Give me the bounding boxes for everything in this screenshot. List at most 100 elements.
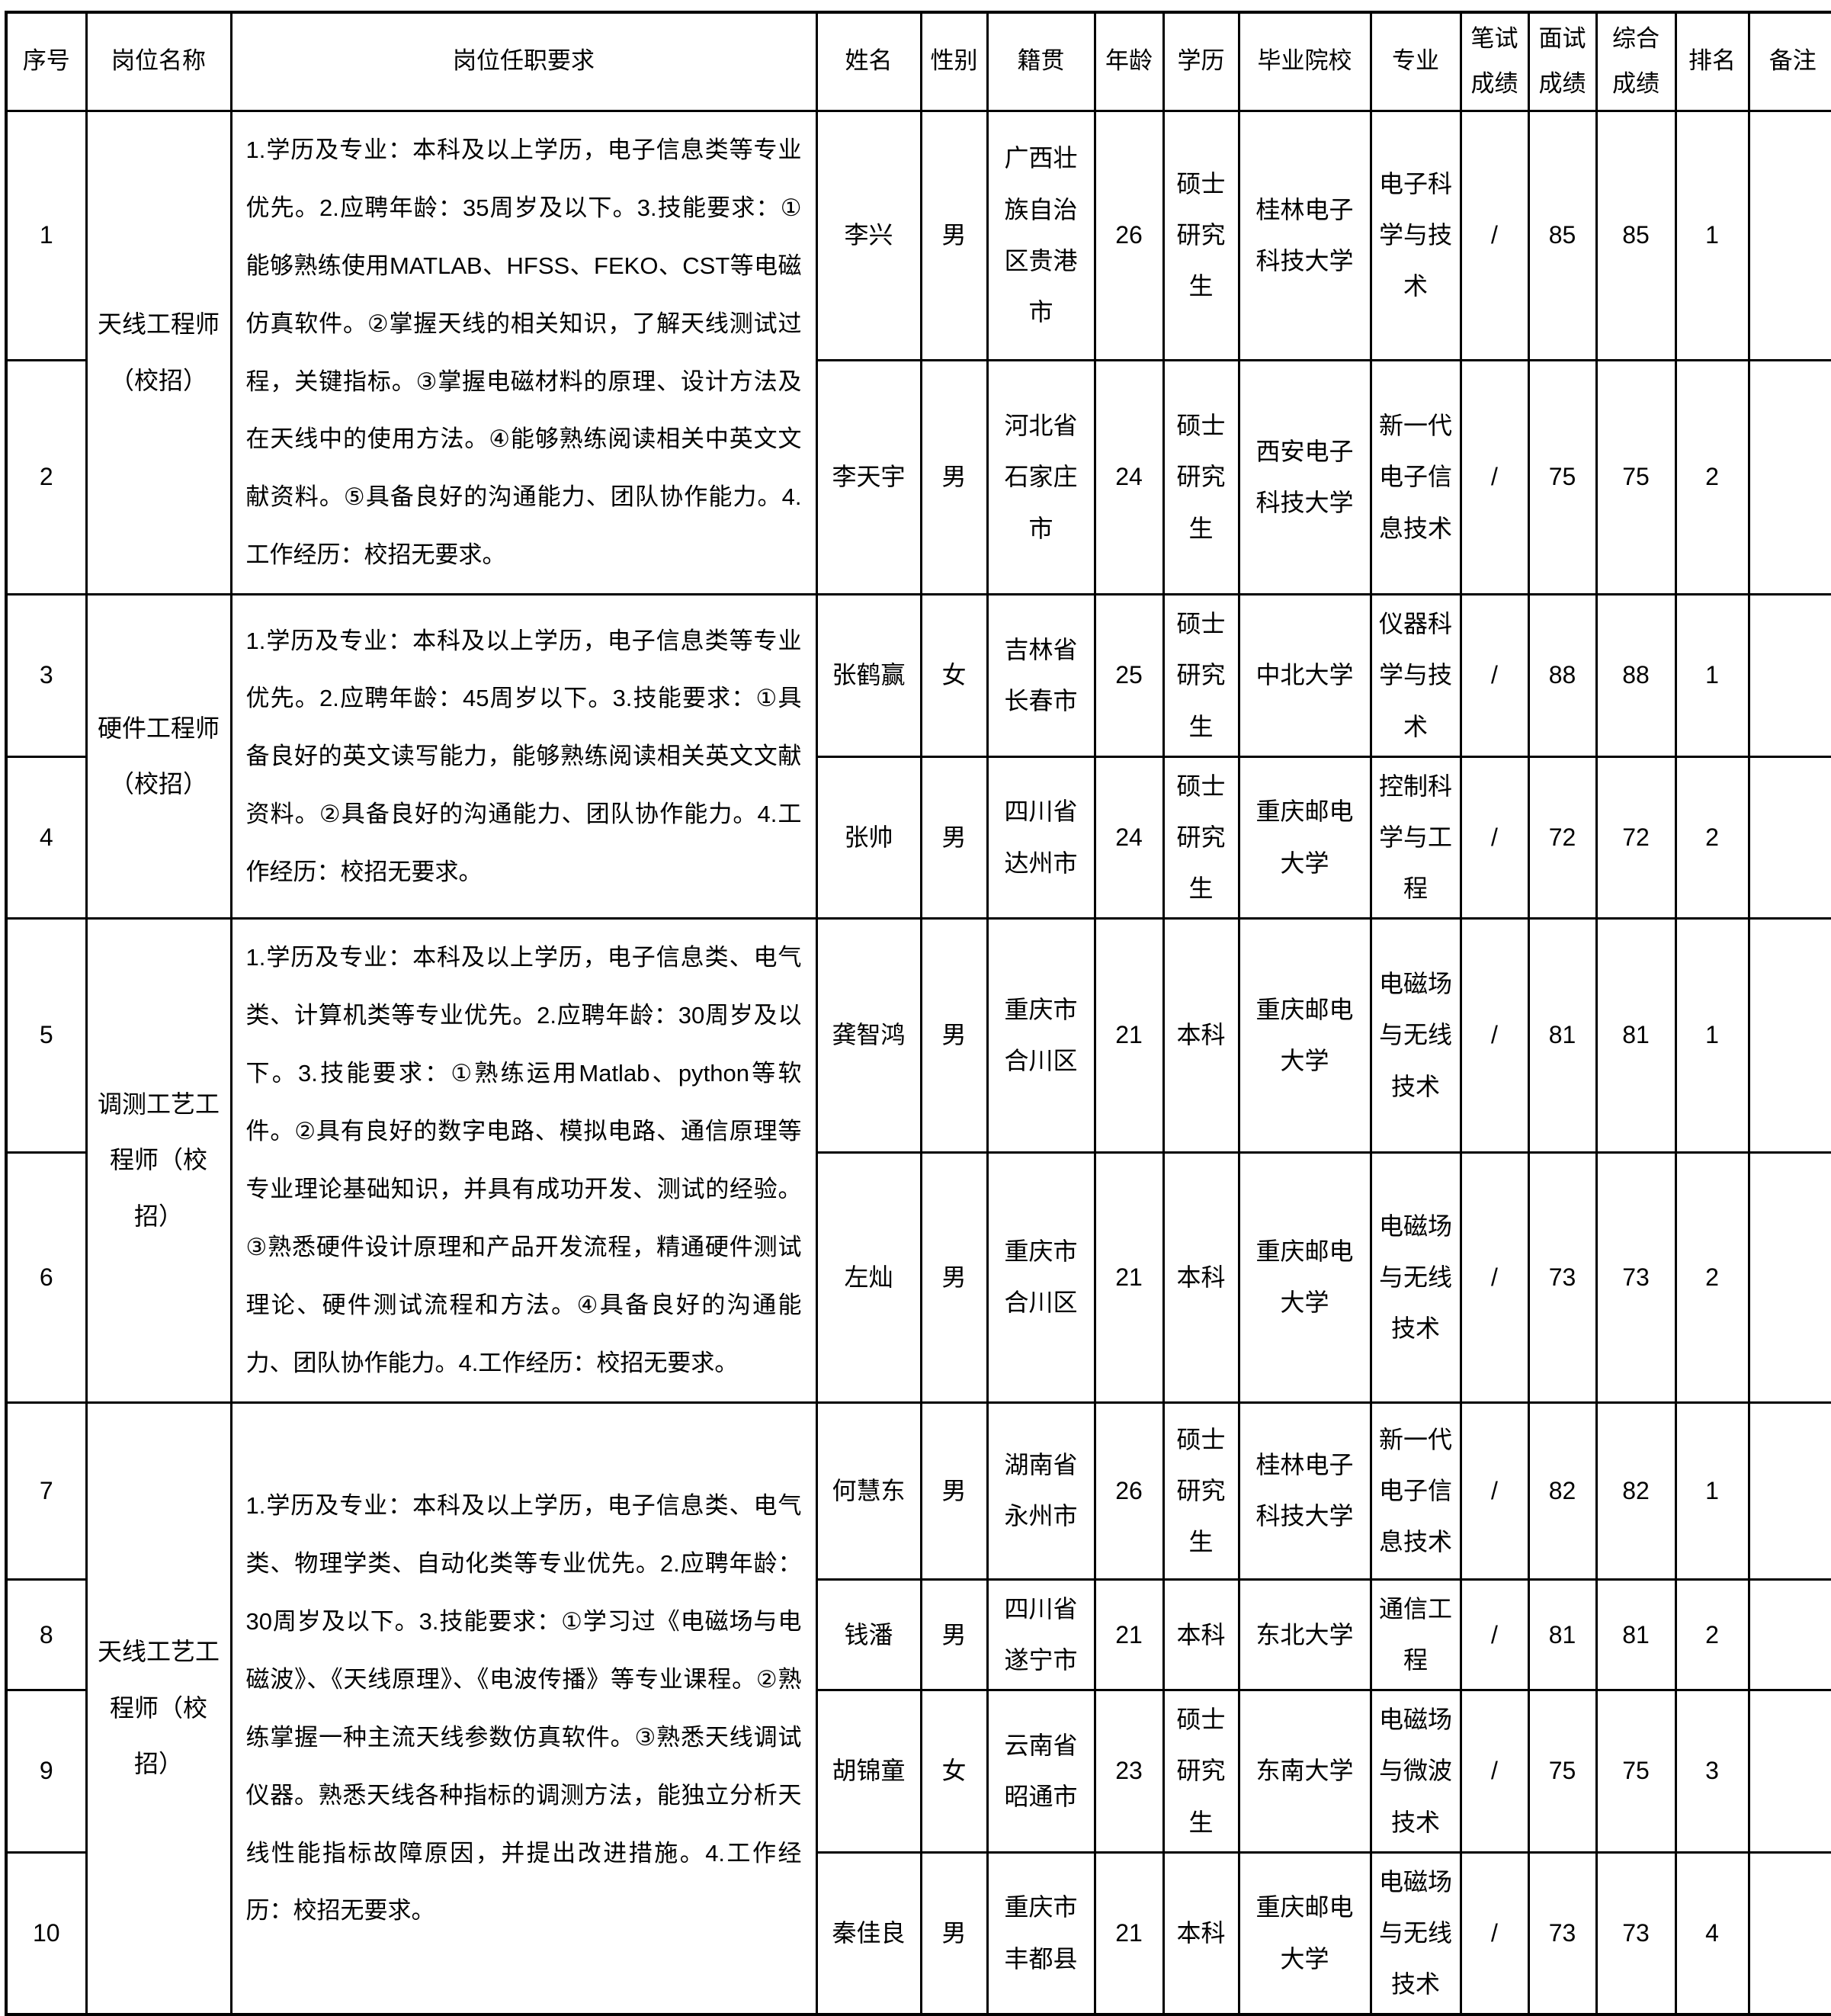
cell-major: 电磁场与无线技术 [1369,917,1462,1154]
cell-gender: 男 [919,1151,989,1404]
cell-major: 新一代电子信息技术 [1369,1401,1462,1581]
cell-overall-score: 75 [1595,358,1677,596]
cell-school: 中北大学 [1237,593,1372,758]
cell-major: 电磁场与无线技术 [1369,1851,1462,2016]
cell-major: 电磁场与无线技术 [1369,1151,1462,1404]
cell-requirements: 1.学历及专业：本科及以上学历，电子信息类等专业优先。2.应聘年龄：35周岁及以… [229,109,818,596]
cell-name: 钱潘 [815,1578,922,1692]
col-header-major: 专业 [1369,11,1462,112]
col-header-rank: 排名 [1674,11,1750,112]
cell-interview-score: 73 [1527,1151,1598,1404]
cell-school: 重庆邮电大学 [1237,1851,1372,2016]
header-row: 序号 岗位名称 岗位任职要求 姓名 性别 籍贯 年龄 学历 毕业院校 专业 笔试… [5,11,1831,112]
cell-written-score: / [1459,1401,1530,1581]
table-row: 2 李天宇 男 河北省石家庄市 24 硕士研究生 西安电子科技大学 新一代电子信… [5,358,1831,596]
col-header-overall-score: 综合成绩 [1595,11,1677,112]
cell-no: 2 [5,358,88,596]
cell-written-score: / [1459,358,1530,596]
cell-written-score: / [1459,1578,1530,1692]
cell-rank: 1 [1674,109,1750,361]
cell-age: 26 [1093,109,1165,361]
cell-education: 本科 [1162,917,1240,1154]
cell-age: 25 [1093,593,1165,758]
cell-overall-score: 72 [1595,755,1677,920]
cell-overall-score: 75 [1595,1689,1677,1854]
cell-education: 硕士研究生 [1162,1401,1240,1581]
cell-remark [1747,1689,1831,1854]
cell-native-place: 四川省遂宁市 [986,1578,1096,1692]
cell-remark [1747,1851,1831,2016]
cell-education: 硕士研究生 [1162,1689,1240,1854]
cell-overall-score: 81 [1595,1578,1677,1692]
col-header-remark: 备注 [1747,11,1831,112]
cell-interview-score: 75 [1527,358,1598,596]
cell-rank: 4 [1674,1851,1750,2016]
cell-interview-score: 88 [1527,593,1598,758]
cell-major: 电子科学与技术 [1369,109,1462,361]
cell-written-score: / [1459,1689,1530,1854]
cell-name: 胡锦童 [815,1689,922,1854]
cell-interview-score: 72 [1527,755,1598,920]
cell-remark [1747,1151,1831,1404]
cell-requirements: 1.学历及专业：本科及以上学历，电子信息类、电气类、计算机类等专业优先。2.应聘… [229,917,818,1404]
cell-position: 天线工程师（校招） [85,109,232,596]
cell-age: 26 [1093,1401,1165,1581]
cell-school: 桂林电子科技大学 [1237,109,1372,361]
cell-native-place: 湖南省永州市 [986,1401,1096,1581]
table-row: 3 硬件工程师（校招） 1.学历及专业：本科及以上学历，电子信息类等专业优先。2… [5,593,1831,920]
cell-interview-score: 75 [1527,1689,1598,1854]
cell-gender: 男 [919,1851,989,2016]
cell-rank: 2 [1674,1578,1750,1692]
cell-native-place: 河北省石家庄市 [986,358,1096,596]
cell-gender: 男 [919,358,989,596]
col-header-name: 姓名 [815,11,922,112]
cell-rank: 3 [1674,1689,1750,1854]
cell-native-place: 四川省达州市 [986,755,1096,920]
col-header-requirements: 岗位任职要求 [229,11,818,112]
cell-name: 张鹤赢 [815,593,922,758]
cell-major: 仪器科学与技术 [1369,593,1462,758]
col-header-native-place: 籍贯 [986,11,1096,112]
cell-overall-score: 73 [1595,1151,1677,1404]
cell-position: 硬件工程师（校招） [85,593,232,920]
cell-education: 本科 [1162,1578,1240,1692]
cell-overall-score: 88 [1595,593,1677,758]
cell-no: 4 [5,755,88,920]
cell-native-place: 重庆市合川区 [986,1151,1096,1404]
cell-native-place: 重庆市丰都县 [986,1851,1096,2016]
page: { "table": { "headers": ["序号","岗位名称","岗位… [0,11,1831,2016]
cell-rank: 1 [1674,593,1750,758]
col-header-no: 序号 [5,11,88,112]
table-row: 8 钱潘 男 四川省遂宁市 21 本科 东北大学 通信工程 / 81 81 2 [5,1578,1831,1692]
table-row: 5 调测工艺工程师（校招） 1.学历及专业：本科及以上学历，电子信息类、电气类、… [5,917,1831,1404]
cell-written-score: / [1459,109,1530,361]
table-row: 7 天线工艺工程师（校招） 1.学历及专业：本科及以上学历，电子信息类、电气类、… [5,1401,1831,2016]
cell-remark [1747,917,1831,1154]
cell-no: 6 [5,1151,88,1404]
cell-name: 左灿 [815,1151,922,1404]
cell-age: 21 [1093,1851,1165,2016]
cell-gender: 男 [919,1578,989,1692]
cell-interview-score: 82 [1527,1401,1598,1581]
cell-requirements: 1.学历及专业：本科及以上学历，电子信息类、电气类、物理学类、自动化类等专业优先… [229,1401,818,2016]
cell-education: 本科 [1162,1851,1240,2016]
cell-gender: 女 [919,1689,989,1854]
cell-education: 本科 [1162,1151,1240,1404]
table-row: 6 左灿 男 重庆市合川区 21 本科 重庆邮电大学 电磁场与无线技术 / 73… [5,1151,1831,1404]
cell-age: 24 [1093,755,1165,920]
cell-school: 西安电子科技大学 [1237,358,1372,596]
cell-no: 7 [5,1401,88,1581]
cell-major: 新一代电子信息技术 [1369,358,1462,596]
cell-no: 1 [5,109,88,361]
cell-native-place: 云南省昭通市 [986,1689,1096,1854]
col-header-school: 毕业院校 [1237,11,1372,112]
cell-name: 李天宇 [815,358,922,596]
cell-interview-score: 81 [1527,917,1598,1154]
cell-requirements: 1.学历及专业：本科及以上学历，电子信息类等专业优先。2.应聘年龄：45周岁以下… [229,593,818,920]
cell-school: 重庆邮电大学 [1237,755,1372,920]
cell-gender: 男 [919,917,989,1154]
cell-name: 何慧东 [815,1401,922,1581]
cell-remark [1747,755,1831,920]
cell-interview-score: 85 [1527,109,1598,361]
cell-overall-score: 73 [1595,1851,1677,2016]
